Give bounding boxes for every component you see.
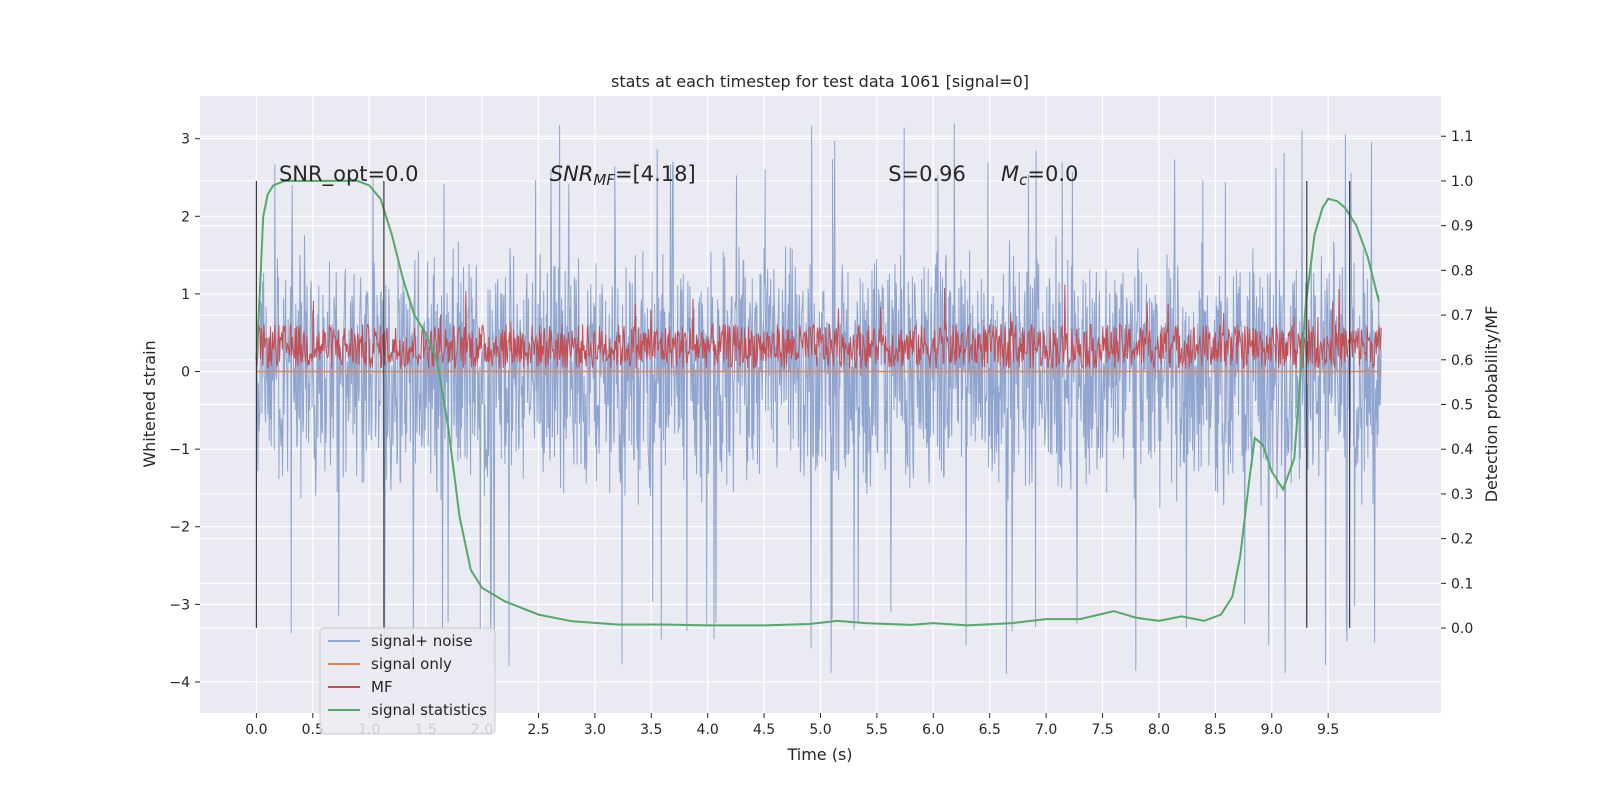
- x-tick-label: 4.0: [697, 722, 719, 738]
- y-tick-label: −1: [169, 442, 190, 458]
- y-tick-label: 1: [181, 287, 190, 303]
- x-tick-label: 6.5: [979, 722, 1001, 738]
- y2-tick-label: 0.8: [1451, 263, 1473, 279]
- y-tick-label: 3: [181, 132, 190, 148]
- y2-tick-label: 0.5: [1451, 398, 1473, 414]
- annotations: SNR_opt=0.0 SNRMF=[4.18] S=0.96 Mc=0.0: [279, 162, 1078, 189]
- legend-label-signal-statistics: signal statistics: [371, 701, 487, 719]
- x-tick-label: 0.0: [245, 722, 267, 738]
- y2-tick-label: 0.6: [1451, 353, 1473, 369]
- y2-tick-label: 1.0: [1451, 174, 1473, 190]
- x-axis-label: Time (s): [786, 745, 852, 764]
- y2-tick-label: 0.7: [1451, 308, 1473, 324]
- y-tick-label: −2: [169, 520, 190, 536]
- y-axis-ticks: 3 2 1 0 −1 −2 −3 −4: [169, 132, 200, 691]
- legend-label-signal-only: signal only: [371, 655, 452, 673]
- series-signal-statistics: [255, 179, 1380, 627]
- x-tick-label: 5.5: [866, 722, 888, 738]
- x-tick-label: 7.5: [1091, 722, 1113, 738]
- y2-axis-label: Detection probability/MF: [1482, 306, 1501, 503]
- y2-axis-ticks: 1.1 1.0 0.9 0.8 0.7 0.6 0.5 0.4 0.3 0.2 0.1 0.0: [1441, 129, 1473, 637]
- x-tick-label: 5.0: [809, 722, 831, 738]
- annotation-snr-opt: SNR_opt=0.0: [279, 162, 419, 187]
- y2-tick-label: 0.3: [1451, 487, 1473, 503]
- vertical-markers: [255, 180, 1351, 629]
- x-tick-label: 7.0: [1035, 722, 1057, 738]
- x-tick-label: 6.0: [922, 722, 944, 738]
- x-tick-label: 8.5: [1204, 722, 1226, 738]
- y-tick-label: −3: [169, 597, 190, 613]
- series-mf: [255, 284, 1382, 370]
- y2-tick-label: 0.9: [1451, 219, 1473, 235]
- x-tick-label: 3.0: [584, 722, 606, 738]
- annotation-snr-mf: SNRMF=[4.18]: [550, 162, 696, 189]
- y-tick-label: −4: [169, 675, 190, 691]
- legend: signal+ noise signal only MF signal stat…: [319, 627, 496, 735]
- y2-tick-label: 0.4: [1451, 442, 1473, 458]
- y2-tick-label: 0.0: [1451, 621, 1473, 637]
- y2-tick-label: 1.1: [1451, 129, 1473, 145]
- x-tick-label: 2.5: [527, 722, 549, 738]
- x-tick-label: 8.0: [1148, 722, 1170, 738]
- series-signal-noise: [255, 123, 1382, 674]
- legend-label-signal-noise: signal+ noise: [371, 632, 473, 650]
- y-tick-label: 0: [181, 365, 190, 381]
- x-tick-label: 0.5: [302, 722, 324, 738]
- x-tick-label: 9.0: [1261, 722, 1283, 738]
- annotation-s-val: S=0.96: [888, 162, 966, 186]
- legend-label-mf: MF: [371, 678, 393, 696]
- chart-title: stats at each timestep for test data 106…: [611, 72, 1029, 91]
- x-tick-label: 9.5: [1317, 722, 1339, 738]
- x-tick-label: 4.5: [753, 722, 775, 738]
- x-tick-label: 3.5: [640, 722, 662, 738]
- grid: [200, 96, 1441, 713]
- y2-tick-label: 0.2: [1451, 532, 1473, 548]
- y2-tick-label: 0.1: [1451, 576, 1473, 592]
- y-tick-label: 2: [181, 209, 190, 225]
- annotation-mc-val: Mc=0.0: [1001, 162, 1078, 189]
- series-layer: [255, 123, 1382, 674]
- y-axis-label: Whitened strain: [140, 340, 159, 467]
- legend-frame: [319, 627, 496, 735]
